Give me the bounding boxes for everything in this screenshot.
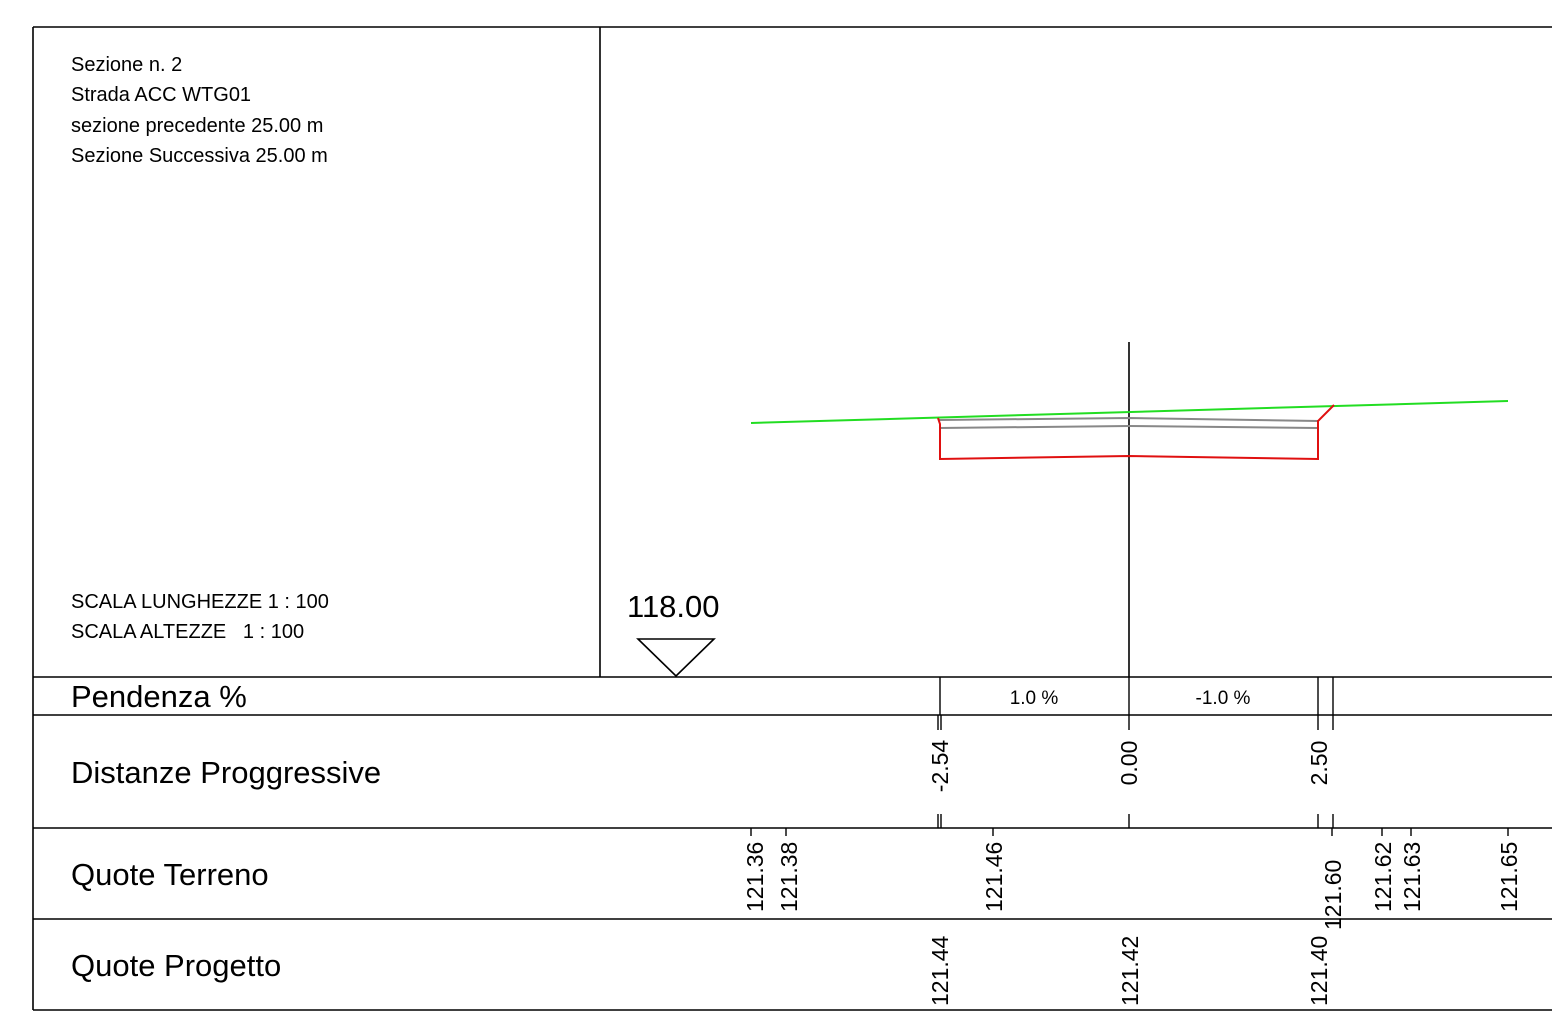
slope-row-dividers <box>939 677 1334 715</box>
design-elevation-label: 121.44 <box>927 935 953 1006</box>
ground-elevation-label: 121.65 <box>1496 842 1522 912</box>
ground-elevation-label: 121.60 <box>1320 860 1346 930</box>
height-scale: SCALA ALTEZZE 1 : 100 <box>71 621 305 643</box>
design-elevation-label: 121.42 <box>1117 936 1143 1006</box>
section-title: Sezione n. 2 <box>71 54 183 76</box>
distance-label: 2.50 <box>1306 741 1332 786</box>
pavement-layers <box>938 416 1319 429</box>
design-row-label: Quote Progetto <box>71 948 282 983</box>
ground-elevation-label: 121.63 <box>1399 842 1425 912</box>
ground-row-label: Quote Terreno <box>71 857 269 892</box>
drawing-frame <box>32 26 1552 1011</box>
ground-elevation-label: 121.36 <box>742 842 768 912</box>
distance-ticks <box>937 715 1334 828</box>
datum-triangle <box>636 638 716 678</box>
road-name: Strada ACC WTG01 <box>71 84 252 106</box>
ground-elevation-label: 121.38 <box>776 842 802 912</box>
design-elevation-label: 121.40 <box>1306 936 1332 1006</box>
next-section-distance: Sezione Successiva 25.00 m <box>71 145 328 167</box>
ground-ticks <box>750 828 1509 836</box>
design-outline <box>937 404 1335 461</box>
distances-row-label: Distanze Proggressive <box>71 755 382 790</box>
slope-label-right: -1.0 % <box>1196 688 1251 709</box>
slope-label-left: 1.0 % <box>1010 688 1059 709</box>
previous-section-distance: sezione precedente 25.00 m <box>71 115 324 137</box>
ground-profile-line <box>750 400 1509 424</box>
slope-row-label: Pendenza % <box>71 679 247 714</box>
distance-label: -2.54 <box>927 740 953 793</box>
datum-elevation: 118.00 <box>627 589 720 624</box>
ground-elevation-label: 121.62 <box>1370 842 1396 912</box>
length-scale: SCALA LUNGHEZZE 1 : 100 <box>71 591 329 613</box>
distance-label: 0.00 <box>1116 741 1142 786</box>
ground-elevation-label: 121.46 <box>981 842 1007 912</box>
